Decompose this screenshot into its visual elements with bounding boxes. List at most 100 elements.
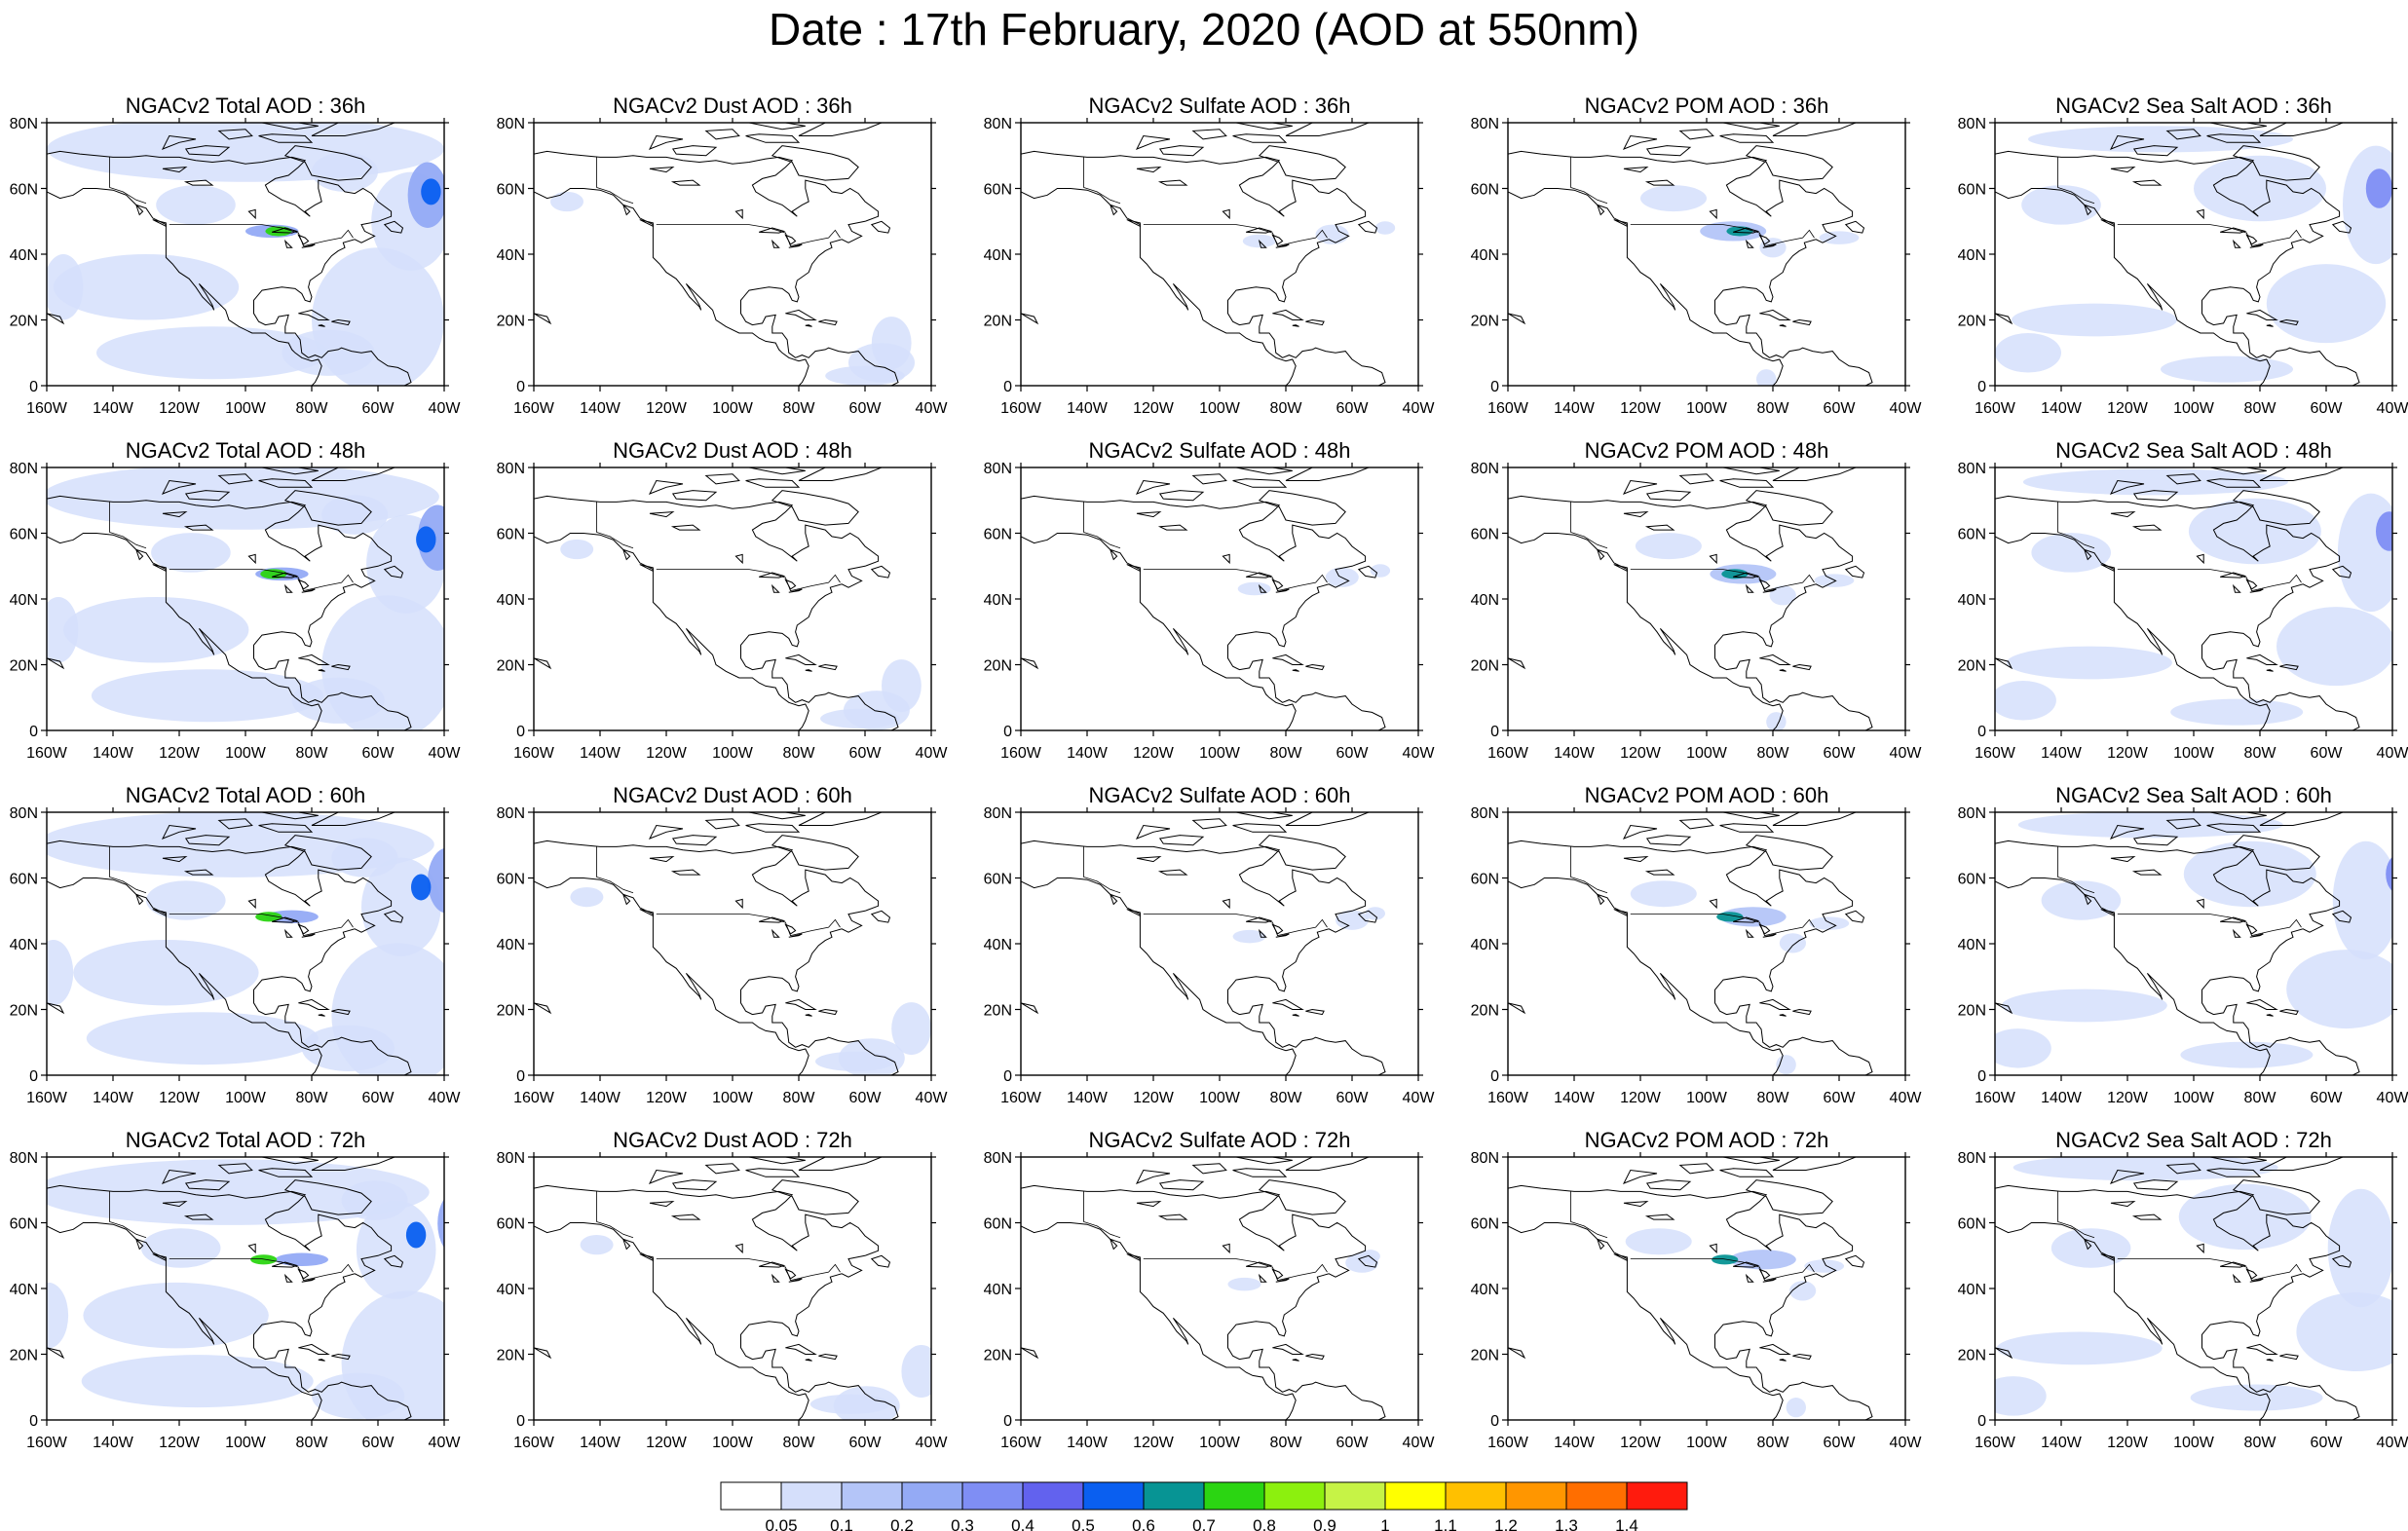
lon-tick-label: 160W [1487,1090,1529,1106]
lon-tick-label: 120W [159,400,201,417]
island-outline [818,318,838,326]
aod-plume [2286,950,2392,1029]
lake-outline [649,1200,675,1208]
lat-tick-label: 0 [1490,1068,1499,1085]
island-outline [261,123,319,131]
colorbar-cell [1384,1481,1447,1511]
island-outline [2165,818,2201,830]
colorbar-label: 1.2 [1494,1516,1518,1531]
aod-plume [1995,1376,2047,1416]
panel-frame [1507,122,1906,387]
lon-tick-label: 100W [1686,1090,1728,1106]
lon-tick-label: 120W [1620,1435,1662,1451]
island-outline [2206,823,2262,833]
lake-outline [788,243,803,248]
lat-tick-label: 60N [10,872,38,888]
lon-tick-label: 140W [2041,400,2083,417]
island-outline [311,1157,395,1171]
lon-tick-label: 120W [2107,400,2149,417]
island-outline [1622,134,1658,150]
lake-outline [649,510,675,518]
island-outline [1292,324,1299,327]
aod-plume [1640,185,1707,212]
lon-tick-label: 40W [429,745,462,762]
island-outline [1613,909,1628,917]
island-outline [1272,653,1304,665]
coastline [1508,123,1873,386]
lat-tick-label: 20N [1471,1003,1499,1020]
island-outline [704,818,740,830]
island-outline [1135,134,1171,150]
island-outline [798,467,883,481]
colorbar-cell [1143,1481,1205,1511]
lake-outline [2131,869,2163,876]
lat-tick-label: 60N [10,1216,38,1233]
colorbar-label: 0.6 [1132,1516,1155,1531]
lake-outline [759,916,786,923]
aod-field [1995,126,2392,383]
lon-tick-label: 60W [2311,1435,2344,1451]
lat-tick-label: 0 [516,1068,525,1085]
lake-outline [649,855,675,863]
aod-plume [2028,126,2293,153]
aod-plume [2006,646,2172,680]
lake-outline [2232,1273,2241,1283]
lake-outline [771,928,780,938]
lon-tick-label: 60W [1336,1435,1370,1451]
lon-tick-label: 100W [712,1435,754,1451]
aod-plume [301,1025,395,1071]
lat-tick-label: 60N [1471,527,1499,543]
coastline-east [534,1184,899,1420]
island-outline [161,824,197,840]
lake-outline [1136,855,1162,863]
panel-title: NGACv2 Dust AOD : 60h [613,783,852,807]
island-outline [2100,909,2115,917]
aod-plume [1712,1254,1739,1265]
map-panel-r2-c5: NGACv2 Sea Salt AOD : 48h 160W 140W 120W 100… [1958,438,2408,762]
lon-tick-label: 120W [1620,400,1662,417]
island-outline [771,490,859,526]
lake-outline [759,227,786,234]
lon-tick-label: 160W [26,1090,68,1106]
island-outline [1508,1347,1526,1360]
lat-tick-label: 60N [1471,182,1499,199]
colorbar-cell [1565,1481,1628,1511]
lake-outline [2249,243,2264,248]
aod-plume [86,1012,319,1065]
border-line [169,914,354,937]
lat-tick-label: 20N [984,1348,1012,1364]
island-outline [2246,309,2278,320]
coastline-west [1995,533,2271,730]
lake-outline [670,1214,701,1220]
island-outline [1292,1014,1299,1017]
coastline-west [1995,188,2271,386]
island-outline [1110,1239,1118,1251]
lat-tick-label: 40N [984,937,1012,953]
lon-tick-label: 100W [712,400,754,417]
island-outline [331,1353,351,1361]
lake-outline [1644,524,1675,531]
lat-tick-label: 20N [10,1003,38,1020]
lon-tick-label: 160W [1487,745,1529,762]
map-panel-r3-c3: NGACv2 Sulfate AOD : 60h 160W 140W 120W 100W… [984,783,1436,1106]
aod-plume [2337,493,2392,613]
border-line [2117,1258,2302,1282]
panel-title: NGACv2 Dust AOD : 72h [613,1128,852,1152]
island-outline [870,565,891,579]
lat-tick-label: 80N [1471,1150,1499,1167]
lon-tick-label: 100W [712,745,754,762]
aod-plume [1729,1250,1796,1270]
island-outline [1772,1157,1857,1171]
island-outline [1645,145,1692,157]
aod-plume [2012,303,2177,337]
coastline-west [534,533,809,730]
coastline-east [1995,495,2360,730]
lon-tick-label: 100W [225,400,267,417]
lake-outline [247,553,256,565]
lake-outline [1745,239,1754,248]
lake-outline [734,1243,743,1254]
island-outline [1645,1179,1692,1191]
island-outline [1759,998,1791,1010]
lon-tick-label: 160W [1000,1090,1042,1106]
